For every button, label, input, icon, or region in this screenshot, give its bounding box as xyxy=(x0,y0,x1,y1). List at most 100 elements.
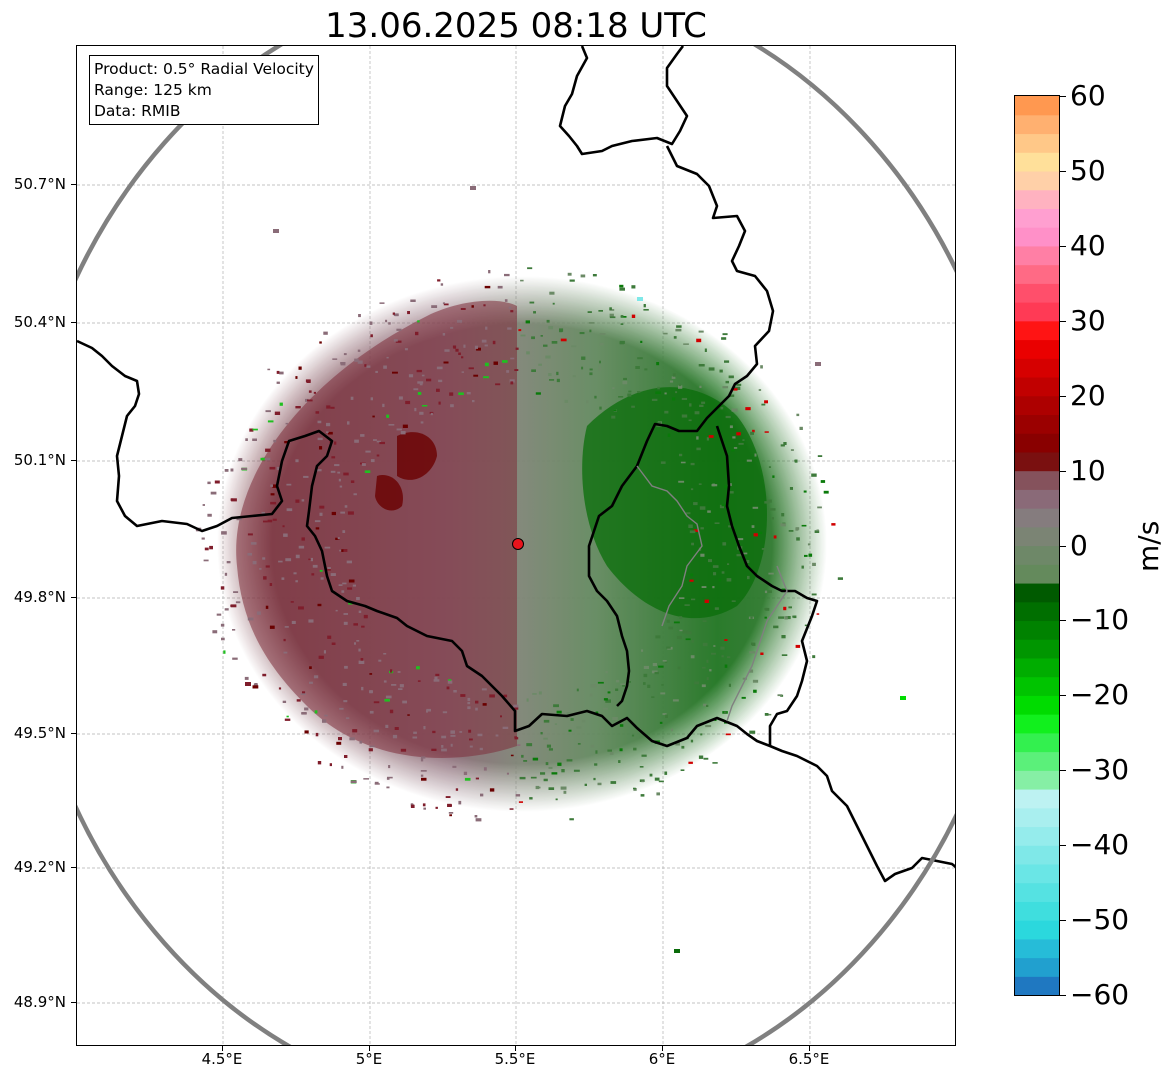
echo-gate xyxy=(354,642,356,645)
echo-gate xyxy=(712,565,719,568)
echo-gate xyxy=(343,621,348,625)
echo-gate xyxy=(453,345,456,349)
radar-map-canvas xyxy=(77,46,955,1045)
echo-gate xyxy=(463,771,468,775)
colorbar-segment xyxy=(1015,807,1059,828)
echo-gate xyxy=(660,461,666,464)
echo-gate xyxy=(340,511,345,514)
product-info-box: Product: 0.5° Radial Velocity Range: 125… xyxy=(89,55,319,125)
echo-gate xyxy=(510,310,514,313)
echo-gate xyxy=(431,748,437,751)
echo-gate xyxy=(375,370,378,373)
echo-gate xyxy=(344,755,348,758)
colorbar-segment xyxy=(1015,489,1059,509)
colorbar-tick-label: −50 xyxy=(1070,903,1130,937)
echo-gate xyxy=(481,339,487,343)
region-borders xyxy=(636,465,788,722)
echo-gate xyxy=(706,437,709,441)
echo-gate xyxy=(412,736,418,739)
radar-location-marker[interactable] xyxy=(512,538,524,550)
echo-gate xyxy=(794,459,798,463)
echo-gate xyxy=(725,380,729,384)
echo-gate xyxy=(674,949,680,953)
echo-gate xyxy=(260,457,266,461)
echo-gate xyxy=(823,490,829,494)
echo-gate xyxy=(685,638,691,641)
colorbar-segment xyxy=(1015,358,1059,378)
echo-gate xyxy=(361,686,364,691)
echo-gate xyxy=(449,814,452,817)
echo-gate xyxy=(746,560,750,564)
echo-gate xyxy=(804,624,809,627)
echo-gate xyxy=(576,688,579,692)
echo-gate xyxy=(633,788,637,791)
echo-gate xyxy=(731,449,735,452)
echo-gate xyxy=(354,358,359,362)
echo-gate xyxy=(443,361,449,364)
echo-gate xyxy=(603,698,608,701)
echo-gate xyxy=(594,763,598,766)
x-tick-mark xyxy=(809,1046,810,1051)
echo-gate xyxy=(335,609,338,612)
echo-gate xyxy=(236,517,242,521)
echo-gate xyxy=(484,285,491,289)
echo-gate xyxy=(801,565,804,569)
echo-gate xyxy=(599,333,606,335)
echo-gate xyxy=(370,334,373,338)
echo-gate xyxy=(267,519,273,523)
echo-gate xyxy=(393,339,398,342)
echo-gate xyxy=(694,681,700,685)
echo-gate xyxy=(820,480,826,483)
colorbar-tick-mark xyxy=(1060,320,1066,322)
echo-gate xyxy=(718,578,721,582)
echo-gate xyxy=(554,723,558,725)
echo-gate xyxy=(676,635,682,640)
echo-gate xyxy=(506,370,510,373)
echo-gate xyxy=(338,737,342,741)
colorbar-unit-label: m/s xyxy=(1132,520,1165,572)
echo-gate xyxy=(691,640,694,643)
echo-gate xyxy=(777,694,783,697)
echo-gate xyxy=(736,383,742,386)
echo-gate xyxy=(356,597,360,601)
echo-gate xyxy=(467,706,471,710)
echo-gate xyxy=(358,648,361,652)
echo-gate xyxy=(203,559,209,562)
echo-gate xyxy=(677,666,681,670)
echo-gate xyxy=(339,707,344,710)
echo-gate xyxy=(555,798,558,801)
echo-gate xyxy=(693,529,699,532)
echo-gate xyxy=(269,466,276,470)
echo-gate xyxy=(651,696,655,698)
echo-gate xyxy=(339,485,343,488)
echo-gate xyxy=(631,734,635,737)
echo-gate xyxy=(540,732,543,735)
echo-gate xyxy=(597,782,602,786)
echo-gate xyxy=(402,700,407,704)
echo-gate xyxy=(374,781,379,784)
echo-gate xyxy=(476,347,481,351)
echo-gate xyxy=(771,517,774,520)
echo-gate xyxy=(706,659,709,663)
echo-gate xyxy=(517,744,521,746)
echo-gate xyxy=(707,510,711,513)
echo-gate xyxy=(426,378,432,382)
colorbar-segment xyxy=(1015,451,1059,472)
echo-gate xyxy=(587,311,592,313)
echo-gate xyxy=(263,576,267,580)
echo-gate xyxy=(764,501,770,504)
radar-map[interactable] xyxy=(76,45,956,1046)
echo-gate xyxy=(684,604,690,606)
echo-gate xyxy=(463,344,466,348)
echo-gate xyxy=(324,714,328,717)
echo-gate xyxy=(373,701,380,704)
echo-gate xyxy=(619,287,625,291)
echo-gate xyxy=(285,558,292,562)
echo-gate xyxy=(295,406,301,409)
echo-gate xyxy=(337,471,341,474)
echo-gate xyxy=(772,475,775,478)
echo-gate xyxy=(252,428,258,431)
echo-gate xyxy=(543,344,548,347)
echo-gate xyxy=(263,520,268,523)
echo-gate xyxy=(408,374,414,378)
